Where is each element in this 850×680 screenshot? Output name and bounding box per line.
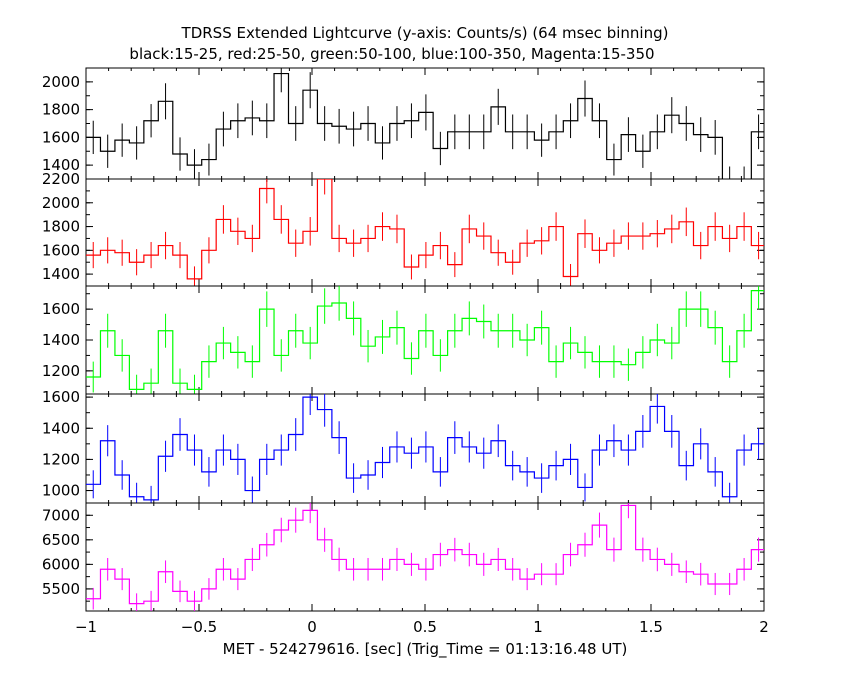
y-tick-label: 2200 — [42, 170, 80, 188]
series-line — [86, 396, 764, 501]
x-tick-label: 2 — [759, 618, 769, 636]
y-tick-label: 1400 — [42, 419, 80, 437]
series-line — [86, 504, 764, 605]
y-tick-label: 6000 — [42, 555, 80, 573]
y-tick-label: 7000 — [42, 506, 80, 524]
panels-group: 1400 1600 1800 2000 1400 1600 1800 2000 2200 1200… — [42, 67, 765, 612]
panel-3: 1000 1200 1400 1600 — [42, 388, 765, 504]
chart-title: TDRSS Extended Lightcurve (y-axis: Count… — [181, 24, 669, 42]
y-tick-label: 1800 — [42, 101, 80, 119]
series-line — [86, 179, 764, 280]
panel-2: 1200 1400 1600 — [42, 285, 765, 395]
x-tick-label: 0 — [307, 618, 317, 636]
y-tick-label: 1800 — [42, 218, 80, 236]
y-tick-label: 2000 — [42, 73, 80, 91]
panel-0: 1400 1600 1800 2000 — [42, 67, 765, 180]
y-tick-label: 1600 — [42, 300, 80, 318]
series-1 — [86, 179, 764, 286]
x-tick-label: −0.5 — [181, 618, 217, 636]
series-line — [86, 290, 764, 390]
panel-1: 1400 1600 1800 2000 2200 — [42, 170, 765, 287]
series-2 — [86, 286, 764, 394]
x-tick-label: 1 — [533, 618, 543, 636]
y-tick-label: 2000 — [42, 194, 80, 212]
y-tick-label: 1600 — [42, 241, 80, 259]
series-line — [86, 72, 764, 179]
panel-4: 5500 6000 6500 7000 — [42, 502, 765, 612]
y-tick-label: 1400 — [42, 156, 80, 174]
chart-subtitle: black:15-25, red:25-50, green:50-100, bl… — [129, 45, 654, 63]
x-axis-label: MET - 524279616. [sec] (Trig_Time = 01:1… — [223, 640, 628, 659]
series-4 — [86, 503, 764, 611]
y-tick-label: 1200 — [42, 362, 80, 380]
y-tick-label: 1600 — [42, 128, 80, 146]
x-tick-label: 0.5 — [413, 618, 437, 636]
y-tick-label: 1200 — [42, 450, 80, 468]
series-0 — [86, 68, 764, 179]
x-axis: −1 −0.5 0 0.5 1 1.5 2 — [75, 618, 769, 636]
x-tick-label: 1.5 — [639, 618, 663, 636]
y-tick-label: 1000 — [42, 482, 80, 500]
y-tick-label: 6500 — [42, 531, 80, 549]
y-tick-label: 1400 — [42, 331, 80, 349]
x-tick-label: −1 — [75, 618, 97, 636]
y-tick-label: 1400 — [42, 265, 80, 283]
series-3 — [86, 394, 764, 503]
y-tick-label: 1600 — [42, 388, 80, 406]
y-tick-label: 5500 — [42, 580, 80, 598]
